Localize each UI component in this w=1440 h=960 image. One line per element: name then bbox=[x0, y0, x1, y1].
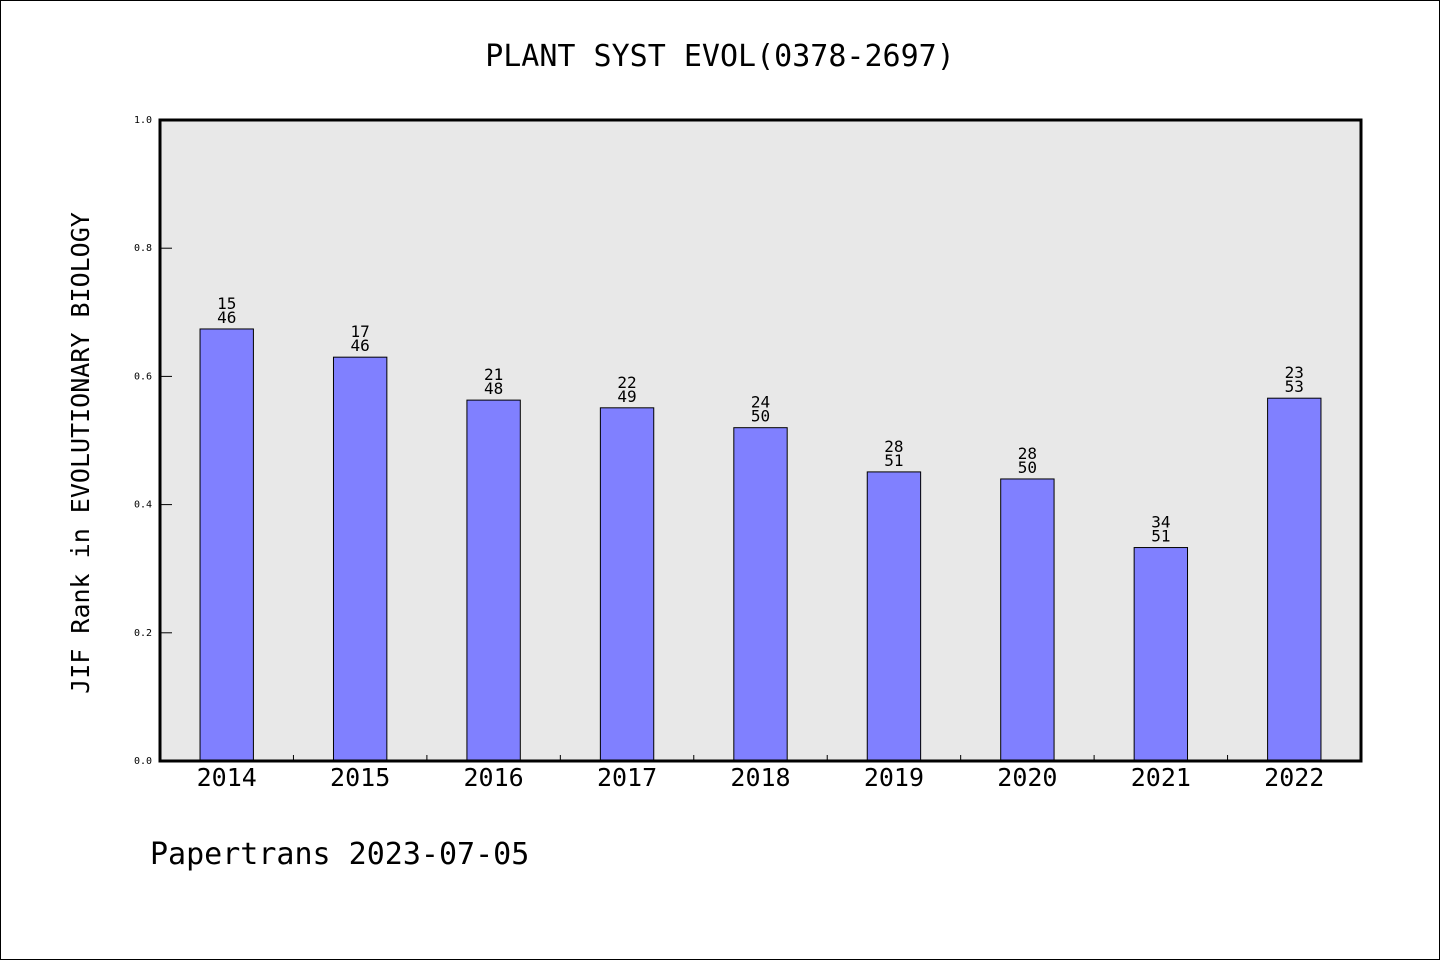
x-tick-label-2019: 2019 bbox=[864, 763, 924, 792]
x-tick-label-2022: 2022 bbox=[1264, 763, 1324, 792]
data-label-rank-2015: 17 bbox=[351, 322, 370, 341]
data-label-total-2019: 51 bbox=[884, 451, 903, 470]
data-label-total-2020: 50 bbox=[1018, 458, 1037, 477]
x-axis-ticks: 2014 2015 2016 2017 2018 2019 2020 2021 2022 bbox=[197, 755, 1324, 792]
data-label-total-2016: 48 bbox=[484, 379, 503, 398]
data-label-total-2018: 50 bbox=[751, 407, 770, 426]
x-tick-label-2017: 2017 bbox=[597, 763, 657, 792]
bar-2017 bbox=[599, 407, 655, 762]
data-label-total-2015: 46 bbox=[351, 336, 370, 355]
bar-2015 bbox=[332, 356, 388, 762]
y-tick-label-0.2: 0.2 bbox=[134, 628, 152, 639]
data-label-rank-2022: 23 bbox=[1285, 363, 1304, 382]
bar-2020 bbox=[1000, 478, 1055, 762]
bar-2022 bbox=[1267, 397, 1322, 762]
plot-border bbox=[158, 118, 1363, 763]
bar-2021 bbox=[1133, 547, 1189, 762]
y-tick-label-0.4: 0.4 bbox=[134, 500, 152, 511]
y-tick-label-1.0: 1.0 bbox=[134, 115, 152, 126]
footer-credit: Papertrans 2023-07-05 bbox=[150, 837, 529, 872]
y-tick-label-0.0: 0.0 bbox=[134, 756, 152, 767]
data-label-rank-2019: 28 bbox=[884, 437, 903, 456]
data-label-rank-2016: 21 bbox=[484, 365, 503, 384]
data-label-rank-2020: 28 bbox=[1018, 444, 1037, 463]
x-tick-label-2018: 2018 bbox=[730, 763, 790, 792]
bar-2016 bbox=[466, 399, 521, 762]
x-tick-label-2016: 2016 bbox=[464, 763, 524, 792]
data-label-rank-2014: 15 bbox=[217, 294, 236, 313]
x-tick-label-2015: 2015 bbox=[330, 763, 390, 792]
x-tick-label-2014: 2014 bbox=[197, 763, 257, 792]
y-axis-label: JIF Rank in EVOLUTIONARY BIOLOGY bbox=[66, 212, 95, 694]
x-tick-label-2021: 2021 bbox=[1131, 763, 1191, 792]
data-label-total-2014: 46 bbox=[217, 308, 236, 327]
chart-title: PLANT SYST EVOL(0378-2697) bbox=[485, 39, 955, 74]
data-label-total-2017: 49 bbox=[617, 387, 636, 406]
data-label-rank-2021: 34 bbox=[1151, 513, 1170, 532]
bar-2018 bbox=[733, 427, 788, 762]
bar-2019 bbox=[866, 471, 922, 762]
data-label-rank-2017: 22 bbox=[617, 373, 636, 392]
x-tick-label-2020: 2020 bbox=[997, 763, 1057, 792]
bar-2014 bbox=[199, 328, 254, 762]
y-tick-label-0.8: 0.8 bbox=[134, 243, 152, 254]
y-tick-label-0.6: 0.6 bbox=[134, 371, 152, 382]
data-label-total-2022: 53 bbox=[1285, 377, 1304, 396]
data-label-rank-2018: 24 bbox=[751, 393, 770, 412]
data-label-total-2021: 51 bbox=[1151, 527, 1170, 546]
